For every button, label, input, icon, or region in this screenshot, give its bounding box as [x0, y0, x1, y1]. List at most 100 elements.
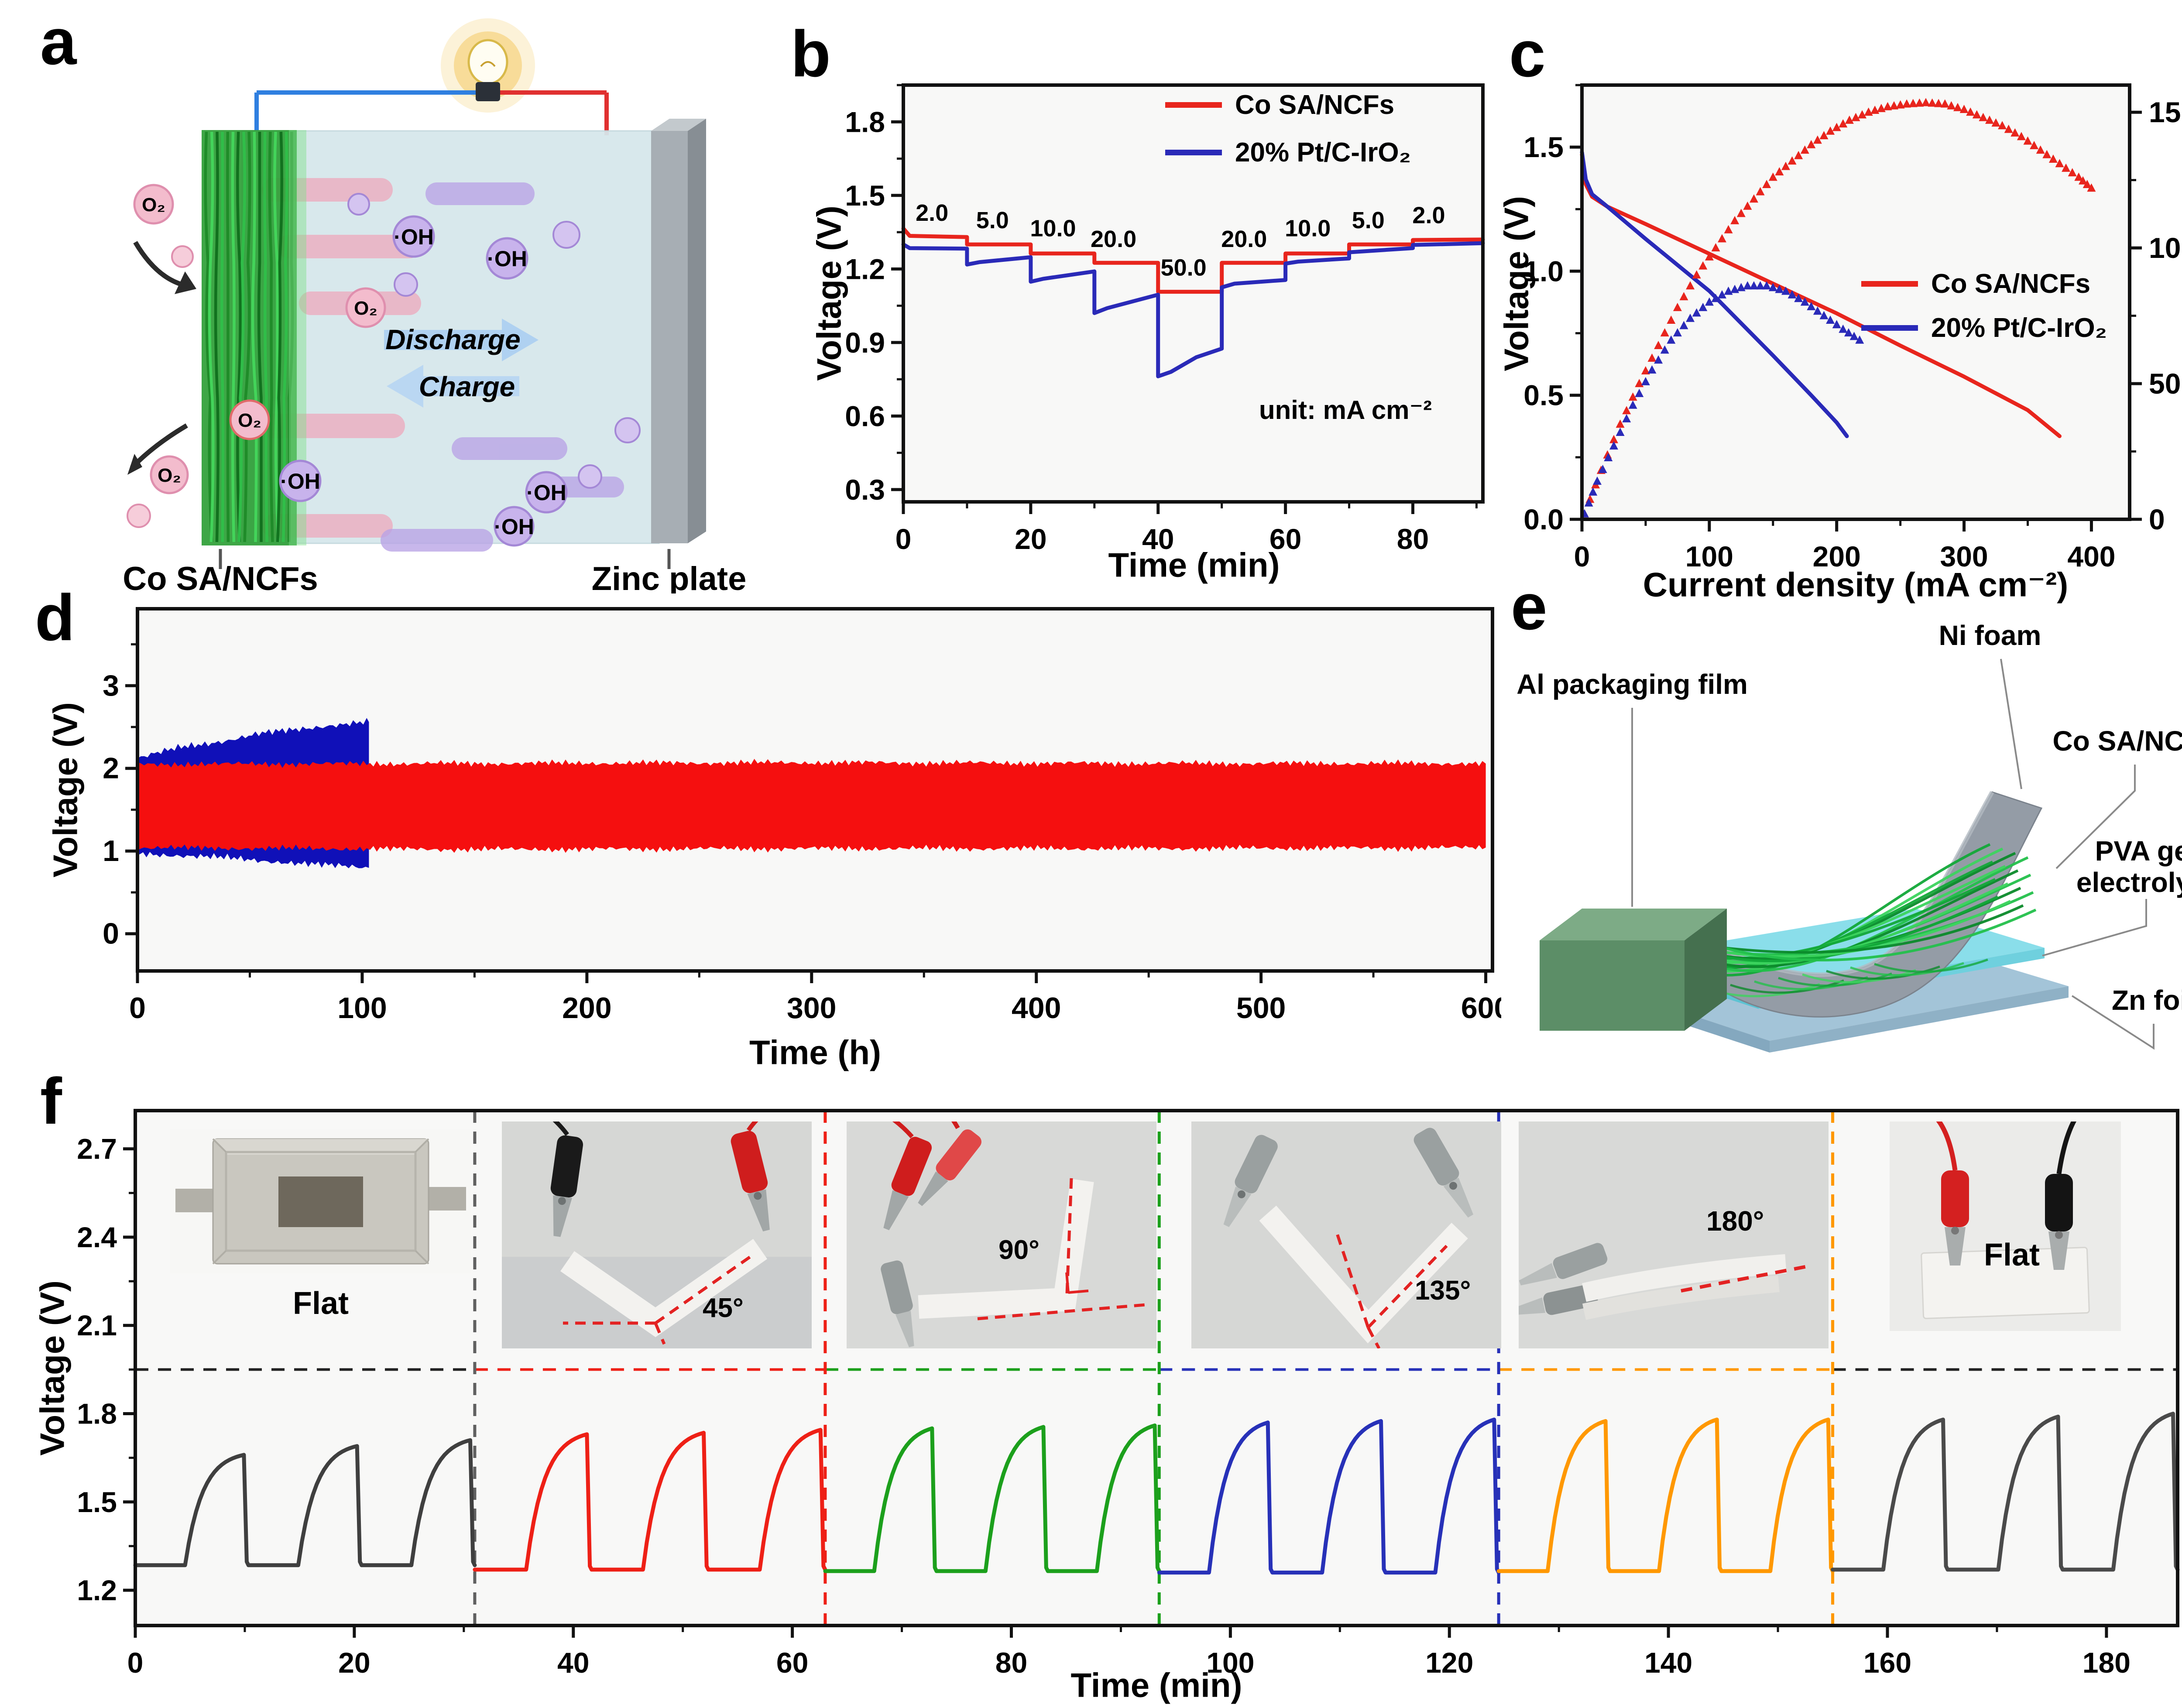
scatter-marker	[1593, 476, 1602, 485]
scatter-marker	[1915, 98, 1924, 107]
tick-label: 0	[2149, 503, 2165, 535]
scatter-marker	[1698, 302, 1708, 311]
cycling-band-Co SA/NCFs	[137, 758, 1486, 853]
oh-label: ·OH	[494, 514, 534, 539]
fiber-stroke	[276, 131, 283, 542]
fiber-stroke	[236, 131, 242, 542]
panel-f-plot: 0 20 40 60 80 100 120 140 160 180 1.2 1.5 1.8 2.1 2.4 2…	[77, 1109, 2180, 1679]
inset-angle-label: 180°	[1706, 1205, 1764, 1237]
tick-label: 500	[1236, 991, 1286, 1025]
oh-label: ·OH	[526, 480, 566, 505]
scatter-marker	[1807, 302, 1816, 310]
legend-c: Co SA/NCFs 20% Pt/C-IrO₂	[1861, 268, 2107, 343]
scatter-marker	[1851, 113, 1860, 121]
tick-label: 80	[1397, 523, 1429, 555]
scatter-marker	[1654, 341, 1663, 349]
discharge-arrow-icon	[384, 319, 539, 361]
scatter-marker	[1692, 308, 1701, 317]
tick-label: 0.3	[845, 473, 885, 506]
scatter-marker	[1718, 234, 1726, 243]
oh-label: ·OH	[394, 225, 434, 249]
scatter-marker	[1844, 328, 1853, 336]
tick-label: 200	[562, 991, 611, 1025]
legend-item: 20% Pt/C-IrO₂	[1165, 137, 1411, 168]
fiber-stroke	[251, 131, 258, 542]
scatter-marker	[1622, 406, 1631, 415]
o2-bubbles	[127, 184, 386, 528]
pulse-curve-Flat	[1831, 1412, 2180, 1572]
scatter-marker	[1673, 302, 1682, 311]
legend-swatch-blue	[1165, 150, 1222, 155]
scatter-marker	[2023, 136, 2032, 145]
scatter-marker	[1667, 335, 1676, 344]
tick-label: 200	[1813, 540, 1861, 573]
inset-photo-180deg: 180°	[1519, 1122, 1829, 1348]
scatter-marker	[1635, 388, 1644, 397]
panel-label-f: f	[40, 1064, 62, 1138]
rate-label: 2.0	[1412, 202, 1445, 229]
red-clip-icon	[1941, 1170, 1969, 1266]
tick-label: 0	[127, 1646, 144, 1679]
scatter-marker	[1588, 487, 1598, 496]
pulse-curve-Flat	[133, 1438, 477, 1567]
tick-label: 1.2	[77, 1574, 117, 1606]
pulse-curve-180°	[1496, 1417, 1835, 1573]
panel-d-cycling-chart: 0 100 200 300 400 500 600 0 1 2 3 Voltage (V) Time…	[0, 593, 1501, 1078]
tick-label: 180	[2083, 1646, 2131, 1679]
scatter-marker	[1604, 453, 1613, 461]
red-clip-icon	[883, 1136, 932, 1231]
legend-swatch-red	[1861, 281, 1918, 287]
scatter-marker	[2030, 141, 2039, 149]
tick-label: 3	[103, 669, 119, 702]
tick-label: 1.5	[845, 179, 885, 212]
scatter-marker	[1781, 286, 1790, 295]
tick-label: 20	[1015, 523, 1046, 555]
black-clip-icon	[550, 1135, 583, 1237]
scatter-marker	[1787, 290, 1797, 298]
fiber-stroke	[220, 131, 225, 542]
scatter-marker	[1736, 209, 1746, 217]
scatter-marker	[1750, 194, 1758, 203]
tick-label: 0	[1574, 540, 1590, 573]
scatter-marker	[1768, 283, 1777, 292]
scatter-marker	[1858, 110, 1867, 119]
o2-label: O₂	[354, 298, 377, 319]
anode-label: Zinc plate	[592, 560, 747, 593]
scatter-marker	[1794, 151, 1803, 159]
plot-bg	[1582, 85, 2130, 519]
scatter-marker	[1743, 201, 1752, 210]
co-sa-label: Co SA/NCFs	[2053, 725, 2182, 757]
y-axis-label-b: Voltage (V)	[810, 206, 848, 381]
fiber-stroke	[226, 131, 230, 542]
plot-frame	[134, 1109, 2179, 1627]
scatter-marker	[2087, 183, 2096, 192]
scatter-marker	[1718, 290, 1726, 298]
tick-label: 0.6	[845, 400, 885, 432]
panel-b-plot: 0 20 40 60 80 0.3 0.6 0.9 1.2 1.5 1.8 2.0 5.0 10.0 20.…	[845, 83, 1485, 555]
tick-label: 400	[2067, 540, 2115, 573]
scatter-marker	[1890, 101, 1899, 110]
scatter-marker	[1698, 261, 1708, 270]
pouch-tab	[428, 1187, 466, 1211]
pulse-curve-45°	[473, 1428, 827, 1572]
panel-f-bending-chart: 0 20 40 60 80 100 120 140 160 180 1.2 1.5 1.8 2.1 2.4 2…	[0, 1078, 2182, 1708]
tick-label: 0.5	[1523, 379, 1564, 412]
panel-b-rate-chart: 0 20 40 60 80 0.3 0.6 0.9 1.2 1.5 1.8 2.0 5.0 10.0 20.…	[786, 0, 1501, 593]
fiber-stroke	[263, 131, 268, 542]
zn-foil-label: Zn foil	[2112, 984, 2182, 1016]
charge-arrow-icon	[387, 365, 519, 408]
panel-c-polarization-chart: 0 100 200 300 400 0.0 0.5 1.0 1.5 0 50 100 150 Volta…	[1497, 0, 2182, 611]
plot-frame	[902, 83, 1485, 504]
panel-a-art: O₂ O₂ O₂ O₂ ·OH ·OH ·OH ·OH ·OH	[123, 18, 747, 593]
scatter-marker	[1839, 324, 1848, 333]
legend-item: Co SA/NCFs	[1165, 89, 1411, 120]
fiber-stroke	[1850, 962, 1964, 977]
panel-label-d: d	[35, 581, 75, 654]
rate-label: 5.0	[1352, 207, 1385, 233]
tick-label: 20	[338, 1646, 370, 1679]
legend-label: Co SA/NCFs	[1931, 269, 2091, 299]
scatter-marker	[1775, 167, 1784, 175]
fiber-stroke	[243, 131, 251, 542]
fiber-stroke	[1702, 904, 2024, 954]
